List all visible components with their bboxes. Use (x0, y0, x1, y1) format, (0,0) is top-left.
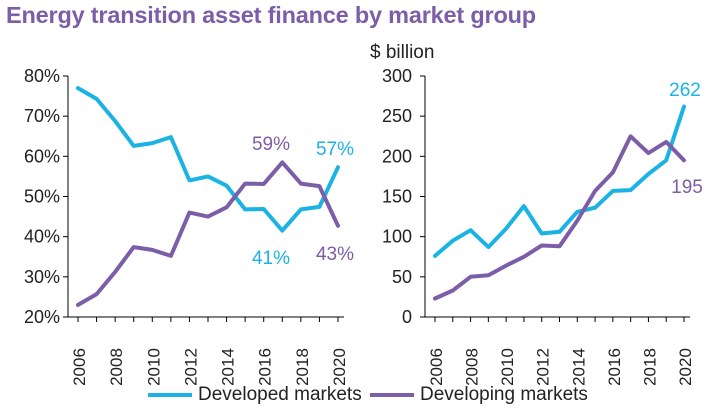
legend-swatch-developed (148, 393, 192, 397)
right-chart-x-tick-label: 2012 (534, 348, 553, 386)
right-chart-y-tick-label: 300 (382, 66, 412, 86)
right-chart-x-tick-label: 2018 (640, 348, 659, 386)
left-chart-x-tick-label: 2020 (330, 348, 349, 386)
left-chart-y-tick-label: 30% (24, 267, 60, 287)
right-chart-y-tick-label: 150 (382, 187, 412, 207)
right-chart-x-tick-label: 2016 (605, 348, 624, 386)
legend-swatch-developing (370, 393, 414, 397)
left-chart-annotation: 57% (316, 139, 354, 160)
right-chart-y-tick-label: 50 (392, 267, 412, 287)
right-chart-y-axis-label: $ billion (370, 42, 434, 63)
right-chart-annotation: 195 (671, 177, 703, 198)
left-chart-x-tick-label: 2014 (219, 348, 238, 386)
right-chart-x-tick-label: 2008 (463, 348, 482, 386)
left-chart-y-tick-label: 20% (24, 307, 60, 327)
right-chart-y-tick-label: 250 (382, 106, 412, 126)
left-chart-y-tick-label: 70% (24, 106, 60, 126)
left-chart-x-tick-label: 2006 (70, 348, 89, 386)
right-chart-x-tick-label: 2020 (676, 348, 695, 386)
right-chart-series-developed (433, 104, 686, 258)
right-chart-series-developing (433, 134, 686, 301)
left-chart-x-tick-label: 2008 (107, 348, 126, 386)
right-chart-y-tick-label: 100 (382, 227, 412, 247)
right-chart-x-tick-label: 2006 (427, 348, 446, 386)
right-chart-y-tick-label: 0 (402, 307, 412, 327)
left-chart-y-tick-label: 80% (24, 66, 60, 86)
chart-title: Energy transition asset finance by marke… (6, 2, 536, 28)
right-chart-annotation: 262 (669, 80, 701, 101)
left-chart-annotation: 59% (252, 134, 290, 155)
legend-label-developed: Developed markets (198, 384, 362, 405)
left-chart-annotation: 43% (316, 244, 354, 265)
left-chart-y-tick-label: 40% (24, 227, 60, 247)
left-chart-x-tick-label: 2010 (144, 348, 163, 386)
left-chart-x-tick-label: 2018 (293, 348, 312, 386)
legend-item-developed: Developed markets (148, 383, 362, 407)
legend-item-developing: Developing markets (370, 383, 588, 407)
left-chart-series-developed (76, 86, 340, 233)
right-chart-x-tick-label: 2010 (498, 348, 517, 386)
right-chart-x-tick-label: 2014 (569, 348, 588, 386)
left-chart-series-developing (76, 160, 340, 307)
left-chart-x-tick-label: 2012 (181, 348, 200, 386)
left-chart-annotation: 41% (252, 248, 290, 269)
left-chart-y-tick-label: 50% (24, 187, 60, 207)
legend-label-developing: Developing markets (420, 384, 588, 405)
left-chart-x-tick-label: 2016 (256, 348, 275, 386)
left-chart-y-tick-label: 60% (24, 146, 60, 166)
right-chart-y-tick-label: 200 (382, 146, 412, 166)
